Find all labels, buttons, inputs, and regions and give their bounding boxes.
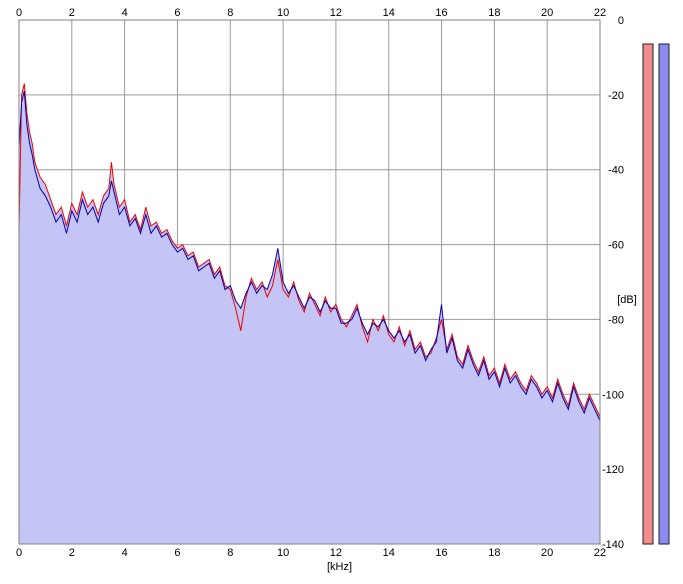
- x-tick-label-top: 16: [435, 7, 447, 19]
- x-tick-label-top: 14: [383, 7, 395, 19]
- level-meters: [642, 43, 670, 545]
- x-tick-label-bottom: 16: [435, 547, 447, 559]
- plot-border: [18, 19, 601, 545]
- x-tick-label-bottom: 10: [277, 547, 289, 559]
- x-tick-label-bottom: 22: [594, 547, 606, 559]
- series-lines: [18, 83, 601, 421]
- x-tick-label-bottom: 20: [541, 547, 553, 559]
- y-tick-label: 0: [618, 15, 624, 27]
- series-line-blue: [18, 90, 601, 421]
- x-tick-label-top: 4: [122, 7, 128, 19]
- y-tick-label: -20: [608, 90, 624, 102]
- y-tick-label: -140: [602, 539, 624, 551]
- y-axis-label: [dB]: [617, 294, 637, 306]
- y-tick-labels: 0 -20 -40 -60 -80 -100 -120 -140: [602, 15, 624, 551]
- x-tick-label-top: 2: [69, 7, 75, 19]
- plot-frame: [18, 19, 601, 545]
- x-tick-label-top: 8: [227, 7, 233, 19]
- series-line-red: [18, 83, 601, 417]
- x-tick-label-top: 10: [277, 7, 289, 19]
- y-tick-label: -80: [608, 314, 624, 326]
- spectrum-fill-layer: [19, 83, 600, 544]
- x-tick-label-bottom: 12: [330, 547, 342, 559]
- x-tick-label-bottom: 4: [122, 547, 128, 559]
- x-axis-label: [kHz]: [327, 561, 352, 573]
- y-tick-label: -100: [602, 389, 624, 401]
- x-tick-label-top: 22: [594, 7, 606, 19]
- x-tick-label-bottom: 6: [174, 547, 180, 559]
- x-tick-label-top: 20: [541, 7, 553, 19]
- x-tick-label-top: 0: [16, 7, 22, 19]
- spectrum-fill: [19, 83, 600, 544]
- x-tick-labels-top: 0 2 4 6 8 10 12 14 16 18 20 22: [16, 7, 606, 19]
- x-tick-label-bottom: 2: [69, 547, 75, 559]
- x-tick-label-bottom: 0: [16, 547, 22, 559]
- x-tick-label-top: 12: [330, 7, 342, 19]
- level-meter-left: [642, 43, 654, 545]
- y-tick-label: -40: [608, 165, 624, 177]
- x-tick-label-bottom: 18: [488, 547, 500, 559]
- x-tick-label-bottom: 14: [383, 547, 395, 559]
- x-tick-label-top: 6: [174, 7, 180, 19]
- y-tick-label: -60: [608, 240, 624, 252]
- x-tick-label-bottom: 8: [227, 547, 233, 559]
- level-meter-right: [658, 43, 670, 545]
- y-tick-label: -120: [602, 464, 624, 476]
- x-tick-label-top: 18: [488, 7, 500, 19]
- x-tick-labels-bottom: 0 2 4 6 8 10 12 14 16 18 20 22: [16, 547, 606, 559]
